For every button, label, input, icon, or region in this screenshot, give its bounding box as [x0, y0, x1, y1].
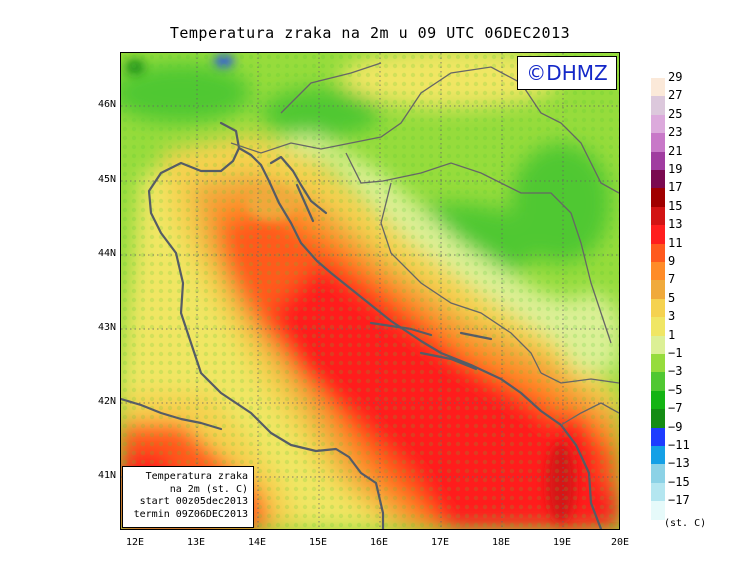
legend-swatch — [651, 151, 665, 171]
legend-swatch — [651, 390, 665, 410]
legend-label: −9 — [668, 419, 683, 434]
legend-swatch — [651, 206, 665, 226]
legend-label: 27 — [668, 88, 683, 103]
legend-label: 1 — [668, 327, 676, 342]
legend-label: 3 — [668, 309, 676, 324]
legend-swatch — [651, 354, 665, 373]
dhmz-logo: ©DHMZ — [517, 56, 617, 90]
lat-label-44n: 44N — [97, 248, 116, 259]
legend-label: 9 — [668, 254, 676, 268]
legend-swatch — [651, 372, 665, 392]
lat-lon-grid — [121, 53, 619, 529]
legend-swatch — [651, 114, 665, 134]
info-line-3: start 00z05dec2013 — [139, 496, 248, 507]
legend-label: −1 — [668, 346, 683, 360]
country-borders — [230, 62, 619, 426]
legend-label: 13 — [668, 217, 683, 232]
lat-label-42n: 42N — [97, 396, 116, 407]
legend-label: 25 — [668, 106, 683, 121]
legend-label: −3 — [668, 364, 683, 379]
lon-label-19e: 19E — [552, 537, 572, 548]
legend-swatch — [651, 446, 665, 465]
legend-swatch — [651, 409, 665, 429]
legend-swatch — [651, 262, 665, 281]
info-box: Temperatura zraka na 2m (st. C) start 00… — [122, 466, 254, 528]
legend-swatch — [651, 427, 665, 447]
legend-swatch — [651, 78, 665, 97]
lon-label-15e: 15E — [308, 537, 328, 548]
lat-label-45n: 45N — [97, 174, 116, 185]
legend-label: 23 — [668, 125, 683, 140]
map-title: Temperatura zraka na 2m u 09 UTC 06DEC20… — [169, 24, 571, 42]
legend-swatch — [651, 335, 665, 355]
lon-label-20e: 20E — [610, 537, 630, 548]
legend-swatch — [651, 243, 665, 263]
legend-swatch — [651, 133, 665, 153]
lon-label-17e: 17E — [430, 537, 450, 548]
legend-swatch — [651, 501, 665, 521]
legend-swatch — [651, 298, 665, 318]
lon-label-13e: 13E — [186, 537, 206, 548]
legend-label: 5 — [668, 290, 676, 305]
legend-swatch — [651, 170, 665, 189]
legend-label: −17 — [668, 493, 690, 508]
legend-swatch — [651, 464, 665, 484]
legend-swatch — [651, 225, 665, 245]
info-line-1: Temperatura zraka — [145, 471, 248, 482]
legend-swatch — [651, 317, 665, 337]
lat-label-41n: 41N — [97, 470, 116, 481]
temperature-map — [120, 52, 620, 530]
legend-label: 17 — [668, 180, 683, 195]
lat-label-46n: 46N — [97, 99, 116, 110]
lat-label-43n: 43N — [97, 322, 116, 333]
lon-label-14e: 14E — [247, 537, 267, 548]
legend-swatch — [651, 188, 665, 208]
legend-label: −13 — [668, 456, 690, 471]
coastlines — [121, 121, 603, 529]
legend-swatch — [651, 96, 665, 116]
legend-label: −5 — [668, 382, 683, 397]
legend-label: −15 — [668, 474, 690, 489]
legend-label: 19 — [668, 162, 683, 176]
legend-unit: (st. C) — [664, 518, 707, 529]
lon-label-16e: 16E — [369, 537, 389, 548]
legend-label: 11 — [668, 235, 683, 250]
legend-label: 15 — [668, 198, 683, 213]
info-line-2: na 2m (st. C) — [169, 483, 248, 495]
legend-label: 7 — [668, 272, 676, 287]
info-line-4: termin 09Z06DEC2013 — [133, 508, 248, 520]
legend-swatch — [651, 482, 665, 502]
lon-label-12e: 12E — [125, 537, 145, 548]
legend-label: 29 — [668, 70, 683, 84]
legend-swatch — [651, 280, 665, 300]
legend-label: 21 — [668, 143, 683, 158]
legend-label: −11 — [668, 438, 690, 452]
legend-label: −7 — [668, 401, 683, 416]
lon-label-18e: 18E — [491, 537, 511, 548]
